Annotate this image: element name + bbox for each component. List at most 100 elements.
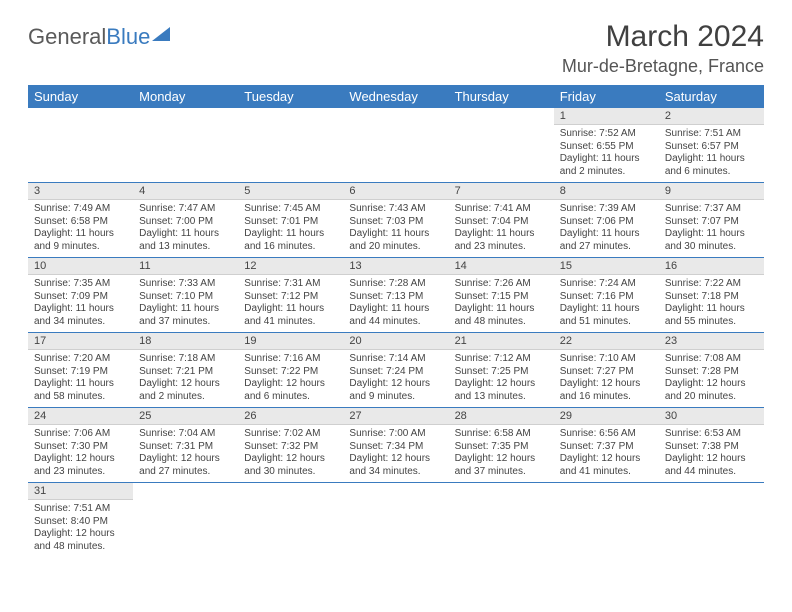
day-number-cell: 1 (554, 108, 659, 125)
day-number-cell: 17 (28, 333, 133, 350)
day-detail-cell: Sunrise: 7:49 AMSunset: 6:58 PMDaylight:… (28, 200, 133, 258)
sunset-line: Sunset: 7:16 PM (560, 291, 653, 304)
sunset-line: Sunset: 7:07 PM (665, 216, 758, 229)
daylight-line: Daylight: 11 hours and 48 minutes. (455, 303, 548, 328)
day-detail-cell (554, 500, 659, 558)
day-number-cell: 22 (554, 333, 659, 350)
daylight-line: Daylight: 11 hours and 51 minutes. (560, 303, 653, 328)
day-number-cell: 5 (238, 183, 343, 200)
weekday-header: Wednesday (343, 85, 448, 108)
day-detail-cell: Sunrise: 7:14 AMSunset: 7:24 PMDaylight:… (343, 350, 448, 408)
day-number-cell: 12 (238, 258, 343, 275)
day-detail-cell: Sunrise: 7:06 AMSunset: 7:30 PMDaylight:… (28, 425, 133, 483)
daylight-line: Daylight: 12 hours and 16 minutes. (560, 378, 653, 403)
day-number-cell: 27 (343, 408, 448, 425)
daylight-line: Daylight: 11 hours and 16 minutes. (244, 228, 337, 253)
sunset-line: Sunset: 7:10 PM (139, 291, 232, 304)
weekday-header-row: Sunday Monday Tuesday Wednesday Thursday… (28, 85, 764, 108)
daylight-line: Daylight: 11 hours and 13 minutes. (139, 228, 232, 253)
title-block: March 2024 Mur-de-Bretagne, France (562, 20, 764, 77)
month-title: March 2024 (562, 20, 764, 54)
daylight-line: Daylight: 12 hours and 34 minutes. (349, 453, 442, 478)
sunset-line: Sunset: 7:37 PM (560, 441, 653, 454)
day-number-cell: 3 (28, 183, 133, 200)
daylight-line: Daylight: 12 hours and 48 minutes. (34, 528, 127, 553)
day-number-cell: 8 (554, 183, 659, 200)
day-number-cell (659, 483, 764, 500)
sunset-line: Sunset: 7:38 PM (665, 441, 758, 454)
day-detail-cell: Sunrise: 6:58 AMSunset: 7:35 PMDaylight:… (449, 425, 554, 483)
day-number-cell (449, 108, 554, 125)
sunrise-line: Sunrise: 7:52 AM (560, 128, 653, 141)
day-detail-cell (133, 125, 238, 183)
sunset-line: Sunset: 7:01 PM (244, 216, 337, 229)
day-detail-cell: Sunrise: 7:10 AMSunset: 7:27 PMDaylight:… (554, 350, 659, 408)
day-detail-cell: Sunrise: 7:20 AMSunset: 7:19 PMDaylight:… (28, 350, 133, 408)
daylight-line: Daylight: 11 hours and 27 minutes. (560, 228, 653, 253)
weekday-header: Tuesday (238, 85, 343, 108)
day-detail-cell: Sunrise: 6:53 AMSunset: 7:38 PMDaylight:… (659, 425, 764, 483)
day-detail-cell: Sunrise: 7:00 AMSunset: 7:34 PMDaylight:… (343, 425, 448, 483)
day-detail-cell (343, 125, 448, 183)
day-detail-cell: Sunrise: 7:26 AMSunset: 7:15 PMDaylight:… (449, 275, 554, 333)
daylight-line: Daylight: 11 hours and 2 minutes. (560, 153, 653, 178)
sunrise-line: Sunrise: 7:43 AM (349, 203, 442, 216)
sunrise-line: Sunrise: 7:20 AM (34, 353, 127, 366)
daylight-line: Daylight: 11 hours and 58 minutes. (34, 378, 127, 403)
daynum-row: 3456789 (28, 183, 764, 200)
sunset-line: Sunset: 7:19 PM (34, 366, 127, 379)
day-number-cell: 14 (449, 258, 554, 275)
sunrise-line: Sunrise: 6:53 AM (665, 428, 758, 441)
detail-row: Sunrise: 7:52 AMSunset: 6:55 PMDaylight:… (28, 125, 764, 183)
daylight-line: Daylight: 12 hours and 13 minutes. (455, 378, 548, 403)
day-number-cell (133, 483, 238, 500)
detail-row: Sunrise: 7:51 AMSunset: 8:40 PMDaylight:… (28, 500, 764, 558)
daylight-line: Daylight: 12 hours and 9 minutes. (349, 378, 442, 403)
sunset-line: Sunset: 7:31 PM (139, 441, 232, 454)
daylight-line: Daylight: 11 hours and 37 minutes. (139, 303, 232, 328)
day-number-cell: 26 (238, 408, 343, 425)
sunrise-line: Sunrise: 7:39 AM (560, 203, 653, 216)
day-number-cell: 7 (449, 183, 554, 200)
sunrise-line: Sunrise: 7:35 AM (34, 278, 127, 291)
sunrise-line: Sunrise: 7:41 AM (455, 203, 548, 216)
sunrise-line: Sunrise: 7:51 AM (34, 503, 127, 516)
daylight-line: Daylight: 12 hours and 44 minutes. (665, 453, 758, 478)
daylight-line: Daylight: 12 hours and 41 minutes. (560, 453, 653, 478)
day-detail-cell: Sunrise: 7:28 AMSunset: 7:13 PMDaylight:… (343, 275, 448, 333)
sunset-line: Sunset: 7:22 PM (244, 366, 337, 379)
sunset-line: Sunset: 6:57 PM (665, 141, 758, 154)
sunrise-line: Sunrise: 7:08 AM (665, 353, 758, 366)
weekday-header: Thursday (449, 85, 554, 108)
day-detail-cell: Sunrise: 7:43 AMSunset: 7:03 PMDaylight:… (343, 200, 448, 258)
day-number-cell: 10 (28, 258, 133, 275)
day-number-cell: 6 (343, 183, 448, 200)
sunrise-line: Sunrise: 7:12 AM (455, 353, 548, 366)
day-number-cell (449, 483, 554, 500)
day-number-cell: 11 (133, 258, 238, 275)
day-number-cell (238, 108, 343, 125)
daylight-line: Daylight: 11 hours and 34 minutes. (34, 303, 127, 328)
daylight-line: Daylight: 12 hours and 30 minutes. (244, 453, 337, 478)
day-number-cell (554, 483, 659, 500)
day-number-cell: 21 (449, 333, 554, 350)
sunset-line: Sunset: 7:03 PM (349, 216, 442, 229)
detail-row: Sunrise: 7:06 AMSunset: 7:30 PMDaylight:… (28, 425, 764, 483)
day-number-cell: 13 (343, 258, 448, 275)
daynum-row: 31 (28, 483, 764, 500)
sunrise-line: Sunrise: 7:06 AM (34, 428, 127, 441)
day-detail-cell (449, 500, 554, 558)
sunset-line: Sunset: 7:28 PM (665, 366, 758, 379)
day-detail-cell (343, 500, 448, 558)
weekday-header: Monday (133, 85, 238, 108)
daylight-line: Daylight: 12 hours and 20 minutes. (665, 378, 758, 403)
daynum-row: 24252627282930 (28, 408, 764, 425)
sunset-line: Sunset: 7:12 PM (244, 291, 337, 304)
daylight-line: Daylight: 12 hours and 6 minutes. (244, 378, 337, 403)
day-detail-cell: Sunrise: 7:22 AMSunset: 7:18 PMDaylight:… (659, 275, 764, 333)
sunset-line: Sunset: 7:34 PM (349, 441, 442, 454)
day-detail-cell: Sunrise: 7:51 AMSunset: 8:40 PMDaylight:… (28, 500, 133, 558)
sunrise-line: Sunrise: 7:47 AM (139, 203, 232, 216)
day-number-cell: 29 (554, 408, 659, 425)
day-detail-cell: Sunrise: 7:39 AMSunset: 7:06 PMDaylight:… (554, 200, 659, 258)
